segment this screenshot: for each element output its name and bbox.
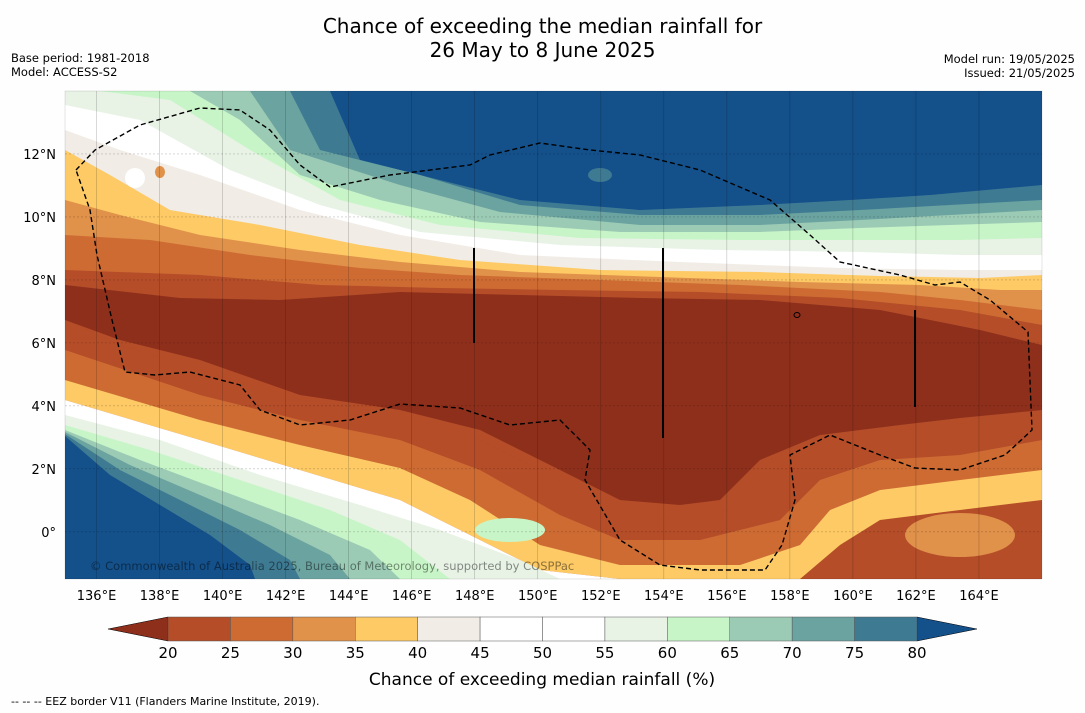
lat-tick-label: 0° xyxy=(41,526,56,541)
lon-tick-label: 160°E xyxy=(833,589,873,604)
meta-left: Base period: 1981-2018 Model: ACCESS-S2 xyxy=(11,51,150,79)
island-marker xyxy=(793,312,801,318)
colorbar-tick-label: 70 xyxy=(783,644,802,662)
map-plot-area: © Commonwealth of Australia 2025, Bureau… xyxy=(65,91,1042,579)
colorbar-segment xyxy=(667,616,730,642)
lon-tick-label: 154°E xyxy=(644,589,684,604)
colorbar-over-arrow xyxy=(916,616,978,642)
band-core xyxy=(65,285,1042,505)
lon-tick-label: 152°E xyxy=(581,589,621,604)
lon-tick-label: 162°E xyxy=(896,589,936,604)
meridian-marker-148 xyxy=(473,248,475,343)
lon-tick-label: 136°E xyxy=(77,589,117,604)
lon-tick-label: 140°E xyxy=(203,589,243,604)
colorbar-segment xyxy=(854,616,918,642)
colorbar-segment xyxy=(791,616,855,642)
colorbar-segment xyxy=(479,616,543,642)
lat-tick-label: 2°N xyxy=(32,463,57,478)
copyright-credit: © Commonwealth of Australia 2025, Bureau… xyxy=(90,559,574,573)
colorbar-tick-label: 30 xyxy=(283,644,302,662)
lon-tick-label: 146°E xyxy=(392,589,432,604)
lat-tick-label: 6°N xyxy=(32,337,57,352)
colorbar-segment xyxy=(729,616,793,642)
colorbar-segment xyxy=(604,616,668,642)
map-title: Chance of exceeding the median rainfall … xyxy=(0,14,1085,62)
issued-date: Issued: 21/05/2025 xyxy=(964,66,1075,80)
meta-right: Model run: 19/05/2025 Issued: 21/05/2025 xyxy=(944,52,1075,80)
map-frame xyxy=(64,90,1043,580)
colorbar-tick-label: 75 xyxy=(845,644,864,662)
patch-teal-north xyxy=(588,168,612,182)
patch-orange-west xyxy=(155,166,165,178)
colorbar-tick-label: 80 xyxy=(907,644,926,662)
colorbar-segment xyxy=(542,616,606,642)
colorbar: 20 25 30 35 40 45 50 55 60 65 70 75 80 xyxy=(107,616,978,662)
colorbar-tick-label: 20 xyxy=(158,644,177,662)
eez-border xyxy=(75,107,1033,571)
colorbar-under-arrow xyxy=(107,616,169,642)
eez-footnote: -- -- -- EEZ border V11 (Flanders Marine… xyxy=(11,695,320,708)
lon-tick-label: 138°E xyxy=(140,589,180,604)
patch-green-south xyxy=(475,518,545,542)
south-80 xyxy=(65,436,255,579)
colorbar-segment xyxy=(292,616,356,642)
lon-tick-label: 158°E xyxy=(770,589,810,604)
lon-tick-label: 144°E xyxy=(329,589,369,604)
colorbar-segment xyxy=(417,616,481,642)
patch-orange-east xyxy=(905,513,1015,557)
base-period: Base period: 1981-2018 xyxy=(11,51,150,65)
lon-tick-label: 150°E xyxy=(518,589,558,604)
lat-tick-label: 12°N xyxy=(23,148,56,163)
lon-tick-label: 164°E xyxy=(959,589,999,604)
model-run: Model run: 19/05/2025 xyxy=(943,52,1075,66)
lat-tick-label: 8°N xyxy=(32,274,57,289)
title-line-1: Chance of exceeding the median rainfall … xyxy=(322,14,763,38)
lon-tick-label: 142°E xyxy=(266,589,306,604)
graticule xyxy=(65,91,1042,579)
longitude-tick-labels: 136°E 138°E 140°E 142°E 144°E 146°E 148°E 150°E… xyxy=(77,589,999,604)
colorbar-tick-label: 50 xyxy=(533,644,552,662)
south-25 xyxy=(65,350,1042,565)
meridian-marker-162 xyxy=(914,310,916,407)
colorbar-segment xyxy=(355,616,418,642)
latitude-tick-labels: 12°N 10°N 8°N 6°N 4°N 2°N 0° xyxy=(23,148,56,541)
colorbar-title: Chance of exceeding median rainfall (%) xyxy=(369,670,715,690)
lat-tick-label: 10°N xyxy=(23,211,56,226)
lon-tick-label: 148°E xyxy=(455,589,495,604)
colorbar-tick-label: 35 xyxy=(346,644,365,662)
colorbar-tick-label: 40 xyxy=(408,644,427,662)
colorbar-tick-label: 60 xyxy=(658,644,677,662)
title-line-2: 26 May to 8 June 2025 xyxy=(429,38,656,62)
patch-white-west xyxy=(125,168,145,188)
colorbar-segment xyxy=(167,616,231,642)
south-20 xyxy=(65,320,1042,540)
meridian-marker-154 xyxy=(662,248,664,438)
colorbar-tick-label: 65 xyxy=(720,644,739,662)
colorbar-segment xyxy=(230,616,294,642)
model-name: Model: ACCESS-S2 xyxy=(11,65,118,79)
colorbar-tick-label: 55 xyxy=(595,644,614,662)
lat-tick-label: 4°N xyxy=(32,400,57,415)
colorbar-tick-label: 45 xyxy=(471,644,490,662)
colorbar-tick-label: 25 xyxy=(221,644,240,662)
lon-tick-label: 156°E xyxy=(707,589,747,604)
